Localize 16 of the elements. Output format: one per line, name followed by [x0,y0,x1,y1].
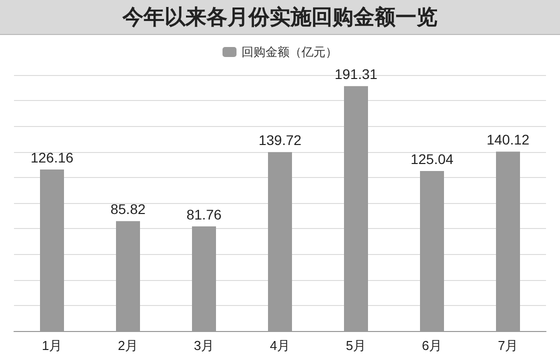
data-label: 139.72 [258,132,302,148]
data-label: 126.16 [30,150,74,166]
x-tick-label: 5月 [346,338,366,353]
x-tick-label: 6月 [422,338,442,353]
x-tick-label: 1月 [42,338,62,353]
data-label: 140.12 [486,132,530,148]
data-label: 85.82 [110,201,146,218]
data-label: 191.31 [334,66,378,82]
legend-label: 回购金额（亿元） [242,45,338,59]
chart-title: 今年以来各月份实施回购金额一览 [0,0,560,35]
x-tick-label: 4月 [270,338,290,353]
x-tick-label: 2月 [118,338,138,353]
x-tick-label: 7月 [498,338,518,353]
data-label: 125.04 [410,150,454,167]
data-label: 81.76 [186,206,222,222]
x-tick-label: 3月 [194,338,214,353]
